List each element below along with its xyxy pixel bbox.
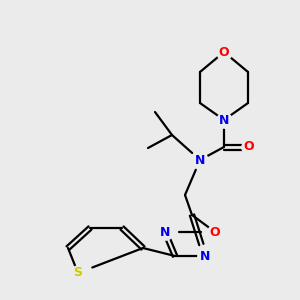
Text: N: N — [200, 250, 210, 262]
Text: O: O — [210, 226, 220, 238]
Text: N: N — [160, 226, 170, 238]
Text: N: N — [195, 154, 205, 166]
Text: O: O — [244, 140, 254, 154]
Text: O: O — [219, 46, 229, 59]
Text: S: S — [74, 266, 82, 280]
Text: N: N — [219, 113, 229, 127]
